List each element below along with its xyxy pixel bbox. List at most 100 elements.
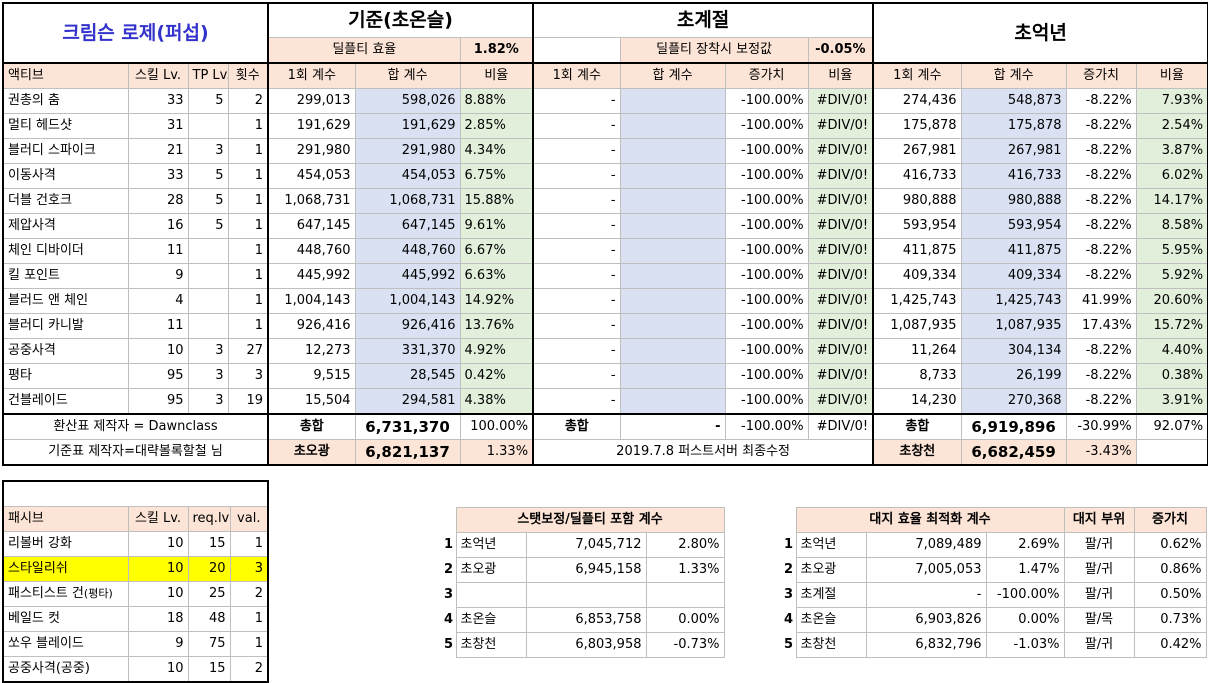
section-chogye-title: 초계절	[532, 2, 874, 38]
stat-rank: 4	[444, 612, 454, 627]
chogye-total	[619, 237, 726, 264]
skill-count: 1	[227, 262, 269, 289]
passive-header-lv: 스킬 Lv.	[127, 506, 189, 532]
base-ratio: 6.63%	[459, 262, 534, 289]
chogye-once: -	[532, 137, 621, 164]
base-ratio: 6.67%	[459, 237, 534, 264]
chogye-once: -	[532, 362, 621, 389]
skill-count: 2	[227, 87, 269, 114]
skill-lv: 33	[127, 162, 189, 189]
base-ratio: 15.88%	[459, 187, 534, 214]
choeok-ratio: 0.38%	[1135, 362, 1208, 389]
base-total: 454,053	[354, 162, 461, 189]
skill-lv: 11	[127, 312, 189, 339]
skill-lv: 28	[127, 187, 189, 214]
daeji-part-header: 대지 부위	[1063, 507, 1135, 533]
skill-count: 1	[227, 137, 269, 164]
chogye-once: -	[532, 87, 621, 114]
choeok-inc: -8.22%	[1065, 87, 1137, 114]
choeok-once: 175,878	[872, 112, 962, 139]
chogye-ratio: #DIV/0!	[807, 337, 874, 364]
daeji-row: 3 초계절 - -100.00% 팔/귀 0.50%	[780, 582, 1207, 608]
chogye-inc: -100.00%	[724, 162, 809, 189]
chogye-ratio: #DIV/0!	[807, 237, 874, 264]
choeok-inc: 17.43%	[1065, 312, 1137, 339]
chochangcheon-label: 초창천	[872, 438, 962, 466]
skill-row: 권총의 춤 33 5 2 299,013 598,026 8.88% - -100.00% #DI…	[2, 87, 1208, 114]
stat-pct: 2.80%	[645, 532, 725, 558]
skill-count: 1	[227, 287, 269, 314]
skill-name: 블러디 스파이크	[2, 137, 129, 164]
skill-name: 멀티 헤드샷	[2, 112, 129, 139]
header-choeok-inc: 증가치	[1065, 61, 1137, 89]
skill-name: 블러드 앤 체인	[2, 287, 129, 314]
choeok-total: 980,888	[960, 187, 1067, 214]
skill-name: 평타	[2, 362, 129, 389]
choeok-ratio: 3.91%	[1135, 387, 1208, 414]
choeok-inc: 41.99%	[1065, 287, 1137, 314]
passive-name-text: 리볼버 강화	[8, 536, 72, 551]
passive-lv: 10	[127, 556, 189, 582]
main-table: 크림슨 로제(퍼섭) 기준(초온슬) 초계절 초억년 딜플티 효율 1.82% …	[1, 2, 1208, 466]
daeji-pct: -100.00%	[985, 582, 1065, 608]
daeji-rank: 5	[784, 637, 794, 652]
chogye-total	[619, 212, 726, 239]
base-ratio: 8.88%	[459, 87, 534, 114]
chogye-total	[619, 312, 726, 339]
chooguang-value: 6,821,137	[354, 438, 461, 466]
skill-tp: 3	[187, 362, 229, 389]
chogye-once: -	[532, 387, 621, 414]
skill-name: 공중사격	[2, 337, 129, 364]
chogye-total	[619, 262, 726, 289]
chogye-inc: -100.00%	[724, 362, 809, 389]
base-total-ratio: 100.00%	[459, 412, 534, 440]
base-ratio: 14.92%	[459, 287, 534, 314]
passive-row: 패스티스트 건(평타) 10 25 2	[2, 581, 269, 607]
stat-rank: 3	[444, 587, 454, 602]
choeok-total: 1,087,935	[960, 312, 1067, 339]
daeji-rank: 4	[784, 612, 794, 627]
passive-lv: 18	[127, 606, 189, 632]
base-once: 299,013	[267, 87, 356, 114]
skill-tp: 3	[187, 137, 229, 164]
section-base-title: 기준(초온슬)	[267, 2, 534, 38]
daeji-part: 팔/목	[1063, 607, 1135, 633]
daeji-value: 6,903,826	[865, 607, 987, 633]
daeji-rank: 1	[784, 537, 794, 552]
skill-name: 권총의 춤	[2, 87, 129, 114]
choeok-once: 11,264	[872, 337, 962, 364]
base-total-value: 6,731,370	[354, 412, 461, 440]
passive-name-text: 패스티스트 건	[8, 586, 84, 601]
chogye-once: -	[532, 187, 621, 214]
stat-name	[455, 582, 527, 608]
base-ratio: 4.38%	[459, 387, 534, 414]
skill-count: 1	[227, 187, 269, 214]
skill-lv: 95	[127, 387, 189, 414]
chogye-ratio: #DIV/0!	[807, 362, 874, 389]
chogye-total-inc: -100.00%	[724, 412, 809, 440]
header-skill-lv: 스킬 Lv.	[127, 61, 189, 89]
skill-row: 제압사격 16 5 1 647,145 647,145 9.61% - -100.00% #DIV…	[2, 212, 1208, 239]
passive-val: 2	[229, 656, 269, 683]
passive-lv: 10	[127, 581, 189, 607]
chogye-total	[619, 137, 726, 164]
skill-count: 27	[227, 337, 269, 364]
stat-name: 초억년	[455, 532, 527, 558]
chogye-once: -	[532, 162, 621, 189]
base-once: 9,515	[267, 362, 356, 389]
daeji-name: 초온슬	[795, 607, 867, 633]
stat-name: 초오광	[455, 557, 527, 583]
passive-req: 48	[187, 606, 231, 632]
skill-row: 체인 디바이더 11 1 448,760 448,760 6.67% - -100.00% #D…	[2, 237, 1208, 264]
chogye-inc: -100.00%	[724, 112, 809, 139]
skill-tp: 3	[187, 337, 229, 364]
chogye-ratio: #DIV/0!	[807, 212, 874, 239]
choeok-total-label: 총합	[872, 412, 962, 440]
skill-lv: 10	[127, 337, 189, 364]
chogye-total-value: -	[619, 412, 726, 440]
daeji-part: 팔/귀	[1063, 582, 1135, 608]
choeok-inc: -8.22%	[1065, 262, 1137, 289]
base-total: 448,760	[354, 237, 461, 264]
choeok-inc: -8.22%	[1065, 137, 1137, 164]
skill-count: 1	[227, 312, 269, 339]
